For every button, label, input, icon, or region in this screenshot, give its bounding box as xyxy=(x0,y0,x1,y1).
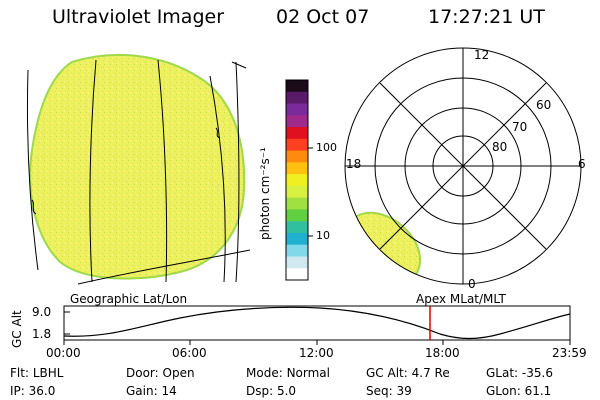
mlt-label-0: 0 xyxy=(468,277,476,291)
colorbar-segment xyxy=(286,174,308,187)
altitude-xtick-6: 06:00 xyxy=(172,346,207,360)
colorbar-segment xyxy=(286,80,308,93)
colorbar-segment xyxy=(286,150,308,163)
status-flt: Flt: LBHL xyxy=(10,366,64,380)
instrument-title: Ultraviolet Imager xyxy=(52,6,225,28)
time-label: 17:27:21 UT xyxy=(428,6,545,28)
colorbar-segment xyxy=(286,221,308,234)
colorbar-segment xyxy=(286,138,308,152)
date-label: 02 Oct 07 xyxy=(276,6,370,28)
colorbar-label-10: 10 xyxy=(316,229,330,242)
colorbar-segment xyxy=(286,268,308,281)
status-door: Door: Open xyxy=(126,366,195,380)
mlt-label-18: 18 xyxy=(346,157,362,171)
lat-label-80: 80 xyxy=(492,140,508,154)
status-seq: Seq: 39 xyxy=(366,384,412,398)
status-glat: GLat: -35.6 xyxy=(486,366,553,380)
colorbar-segment xyxy=(286,232,308,246)
altitude-xtick-12: 12:00 xyxy=(299,346,334,360)
status-gc-alt: GC Alt: 4.7 Re xyxy=(366,366,450,380)
colorbar-frame xyxy=(285,79,309,281)
colorbar-segment xyxy=(286,91,308,105)
colorbar-segment xyxy=(286,115,308,128)
apex-panel-label: Apex MLat/MLT xyxy=(416,292,506,306)
colorbar-segment xyxy=(286,256,308,269)
altitude-ytick-1-8: 1.8 xyxy=(32,327,52,341)
status-dsp: Dsp: 5.0 xyxy=(246,384,297,398)
colorbar-label-100: 100 xyxy=(316,141,337,154)
altitude-xtick-0: 00:00 xyxy=(46,346,81,360)
geographic-panel-label: Geographic Lat/Lon xyxy=(70,292,188,306)
geographic-image xyxy=(27,54,251,285)
polar-plot xyxy=(344,47,582,285)
lat-label-70: 70 xyxy=(512,120,528,134)
altitude-ytick-9: 9.0 xyxy=(32,305,52,319)
colorbar-segment xyxy=(286,185,308,199)
colorbar-segment xyxy=(286,209,308,222)
altitude-ylabel: GC Alt xyxy=(10,310,24,348)
colorbar-segment xyxy=(286,162,308,175)
status-mode: Mode: Normal xyxy=(246,366,330,380)
colorbar-segment xyxy=(286,103,308,116)
altitude-xtick-24: 23:59 xyxy=(552,346,587,360)
altitude-curve xyxy=(63,306,571,340)
colorbar-segment xyxy=(286,197,308,210)
status-ip: IP: 36.0 xyxy=(10,384,56,398)
mlt-label-6: 6 xyxy=(578,157,586,171)
mlt-label-12: 12 xyxy=(474,48,490,62)
lat-label-60: 60 xyxy=(536,98,552,112)
altitude-plot xyxy=(63,305,571,345)
colorbar-segment xyxy=(286,127,308,140)
status-gain: Gain: 14 xyxy=(126,384,177,398)
colorbar xyxy=(286,80,308,281)
altitude-xtick-18: 18:00 xyxy=(425,346,460,360)
colorbar-segment xyxy=(286,244,308,257)
colorbar-unit-label: photon cm⁻²s⁻¹ xyxy=(258,147,272,240)
status-glon: GLon: 61.1 xyxy=(486,384,552,398)
earth-disk xyxy=(29,54,246,280)
